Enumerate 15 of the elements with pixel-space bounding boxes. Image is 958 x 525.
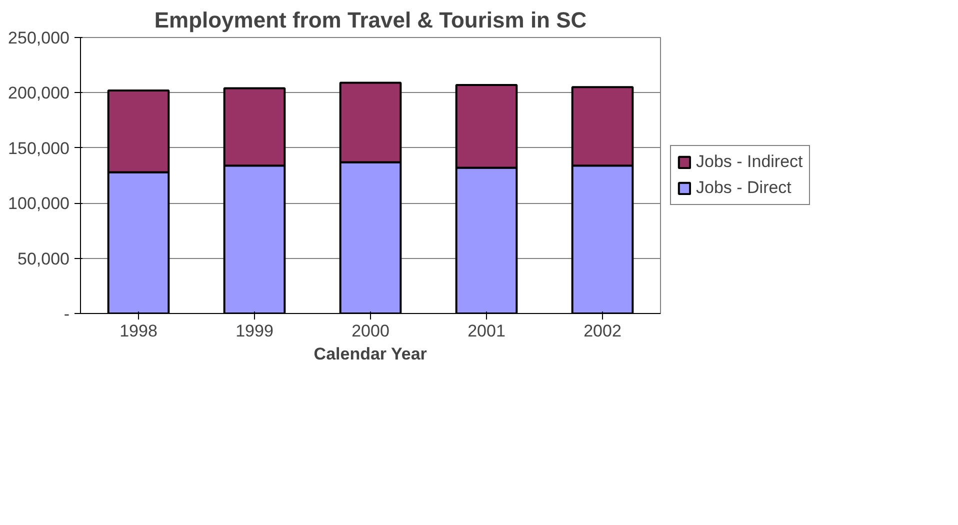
y-tick-label: 100,000	[8, 194, 70, 214]
y-tick-label: 250,000	[8, 28, 70, 48]
y-tick-label: 50,000	[18, 249, 70, 268]
y-tick-label: -	[64, 304, 70, 324]
y-tick-label: 200,000	[8, 84, 70, 103]
x-tick-label: 1999	[236, 322, 274, 340]
x-axis-title: Calendar Year	[314, 344, 428, 364]
y-tick-label: 150,000	[8, 138, 70, 158]
legend-label: Jobs - Direct	[696, 178, 792, 198]
x-tick-label: 1998	[120, 322, 158, 340]
x-tick-label: 2002	[584, 322, 622, 340]
chart-title: Employment from Travel & Tourism in SC	[154, 8, 587, 32]
x-tick-label: 2001	[468, 322, 506, 340]
x-tick-label: 2000	[352, 322, 390, 340]
legend-label: Jobs - Indirect	[696, 152, 803, 172]
